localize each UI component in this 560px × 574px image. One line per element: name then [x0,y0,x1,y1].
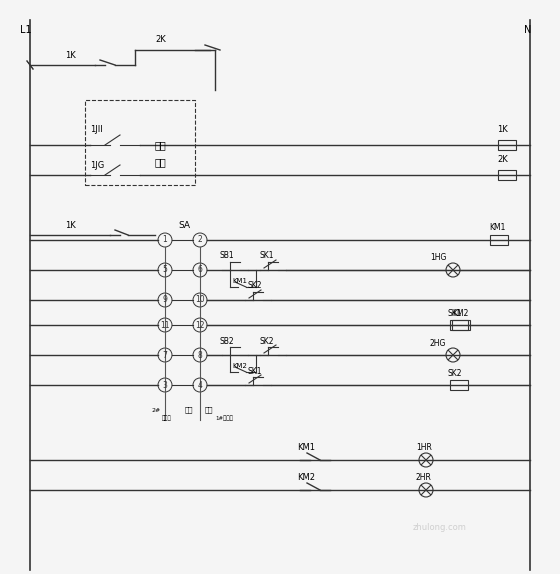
Text: 1K: 1K [65,52,76,60]
Bar [85,100,195,185]
Text: 9: 9 [162,296,167,304]
Text: 5: 5 [162,266,167,274]
Text: 8: 8 [198,351,202,359]
Text: SA: SA [178,220,190,230]
Text: N: N [524,25,531,35]
Text: 1JG: 1JG [90,161,104,169]
Text: 2: 2 [198,235,202,245]
Text: 1HG: 1HG [430,254,446,262]
Text: SK2: SK2 [448,369,463,378]
Text: 2K: 2K [155,36,166,45]
Text: 11: 11 [160,320,170,329]
Text: SB1: SB1 [220,251,235,261]
Text: 1: 1 [162,235,167,245]
Text: 1K: 1K [65,220,76,230]
Text: 1JII: 1JII [90,126,102,134]
Bar [490,235,508,245]
Text: 1K: 1K [497,126,508,134]
Text: 12: 12 [195,320,205,329]
Text: 1HR: 1HR [416,444,432,452]
Text: 10: 10 [195,296,205,304]
Text: 4: 4 [198,381,202,390]
Text: 2HG: 2HG [430,339,446,347]
Text: SK2: SK2 [248,281,263,290]
Text: KM1: KM1 [489,223,505,232]
Text: KM2: KM2 [297,474,315,483]
Text: 控全星: 控全星 [162,415,172,421]
Text: 开关: 开关 [155,157,167,167]
Text: SK1: SK1 [248,367,263,375]
Text: 手动: 手动 [185,407,194,413]
Text: 1#控全星: 1#控全星 [215,415,233,421]
Text: SK2: SK2 [260,336,274,346]
Text: SK1: SK1 [260,251,274,261]
Bar [450,320,468,330]
Text: 2#: 2# [152,408,161,413]
Bar [450,380,468,390]
Text: KM2: KM2 [232,363,247,369]
Text: 水位: 水位 [155,140,167,150]
Text: 自动: 自动 [205,407,213,413]
Text: KM2: KM2 [452,308,468,317]
Text: KM1: KM1 [297,444,315,452]
Text: 2HR: 2HR [416,474,432,483]
Text: L1: L1 [20,25,31,35]
Text: zhulong.com: zhulong.com [413,523,467,532]
Bar [498,140,516,150]
Text: SB2: SB2 [220,336,235,346]
Text: 3: 3 [162,381,167,390]
Bar [452,320,470,330]
Text: SK1: SK1 [448,308,463,317]
Text: KM1: KM1 [232,278,247,284]
Bar [498,170,516,180]
Text: 7: 7 [162,351,167,359]
Text: 6: 6 [198,266,202,274]
Text: 2K: 2K [497,156,508,165]
